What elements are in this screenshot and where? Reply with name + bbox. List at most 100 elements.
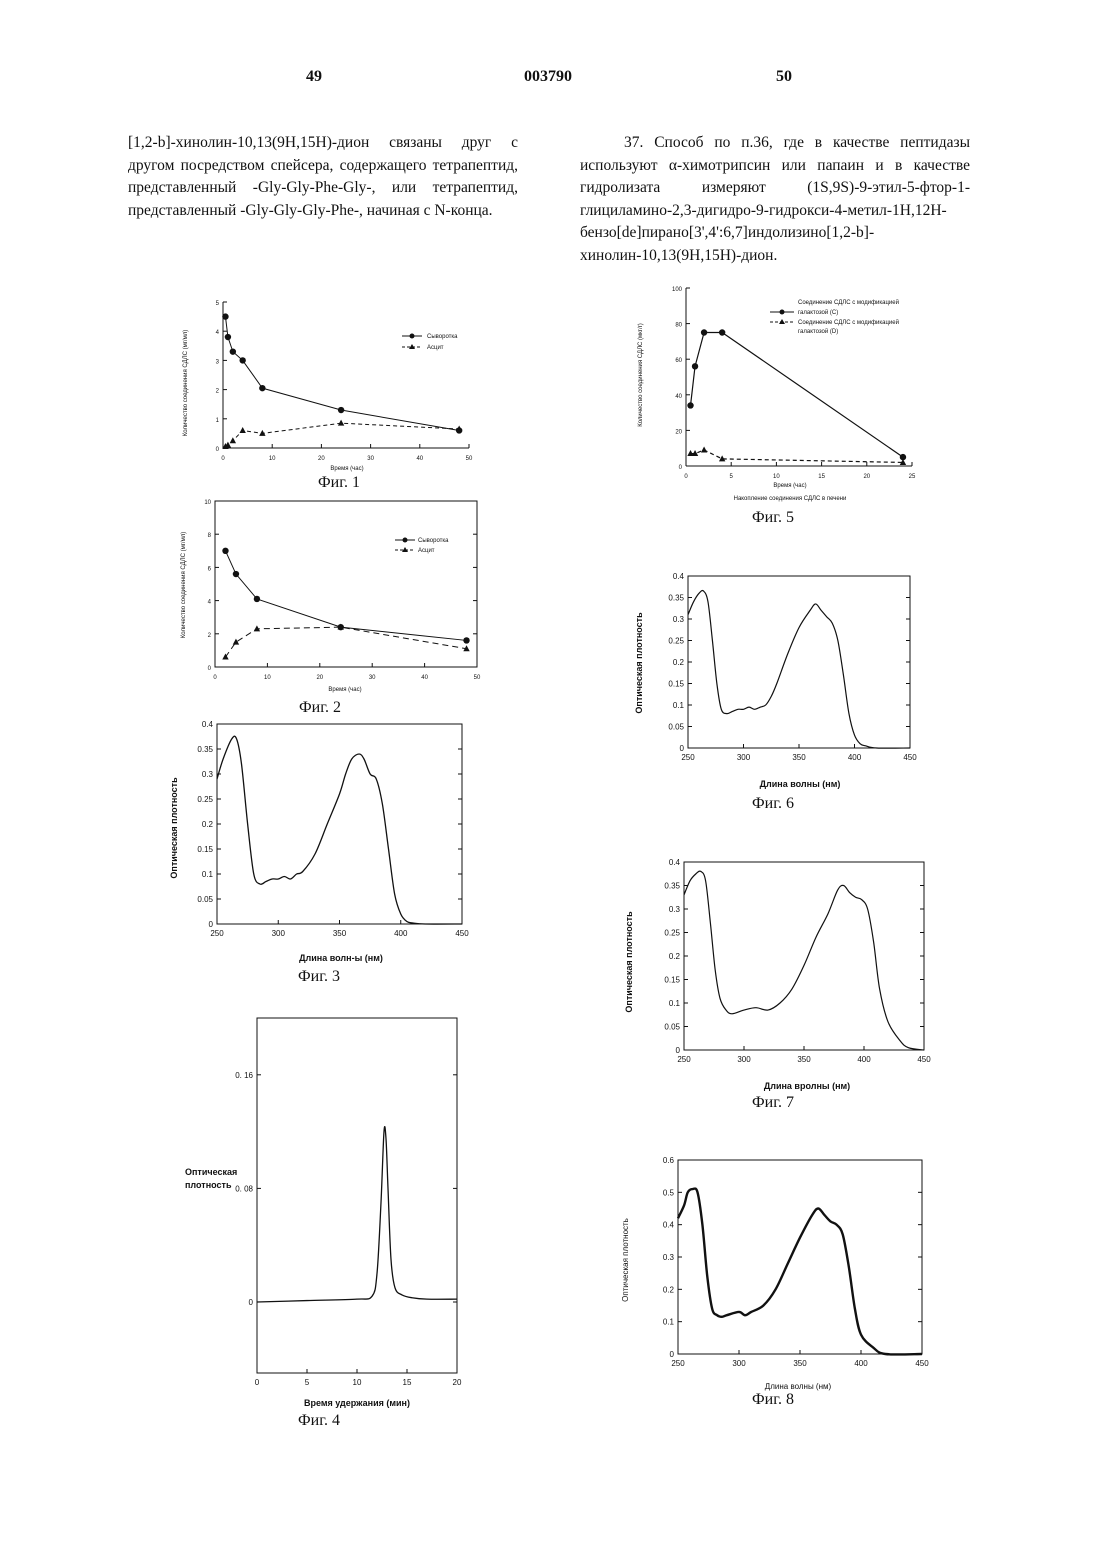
fig1-data-point xyxy=(239,357,245,363)
fig8-frame xyxy=(678,1160,922,1354)
fig3-y-tick-label: 0.15 xyxy=(197,845,213,854)
fig5-data-point xyxy=(701,446,707,452)
fig8-xlabel: Длина волны (нм) xyxy=(765,1382,832,1391)
fig5-xlabel: Время (час) xyxy=(773,483,806,489)
fig6-plot-area: 00.050.10.150.20.250.30.350.425030035040… xyxy=(668,572,917,762)
fig5-x-tick-label: 15 xyxy=(818,474,825,480)
fig2-data-point xyxy=(254,596,260,602)
fig5-legend-d-line2: галактозой (D) xyxy=(798,328,838,335)
fig6-x-tick-label: 250 xyxy=(681,753,695,762)
fig4-ylabel-1: Оптическая xyxy=(185,1167,237,1177)
fig5-legend: Соединение СДЛС с модификацией галактозо… xyxy=(770,299,899,335)
fig2-y-tick-label: 10 xyxy=(204,500,211,506)
fig2-chart: 024681001020304050 Количество соединения… xyxy=(175,495,495,700)
fig2-x-tick-label: 50 xyxy=(474,675,481,681)
fig4-x-tick-label: 15 xyxy=(403,1378,412,1387)
fig5-x-tick-label: 0 xyxy=(684,474,688,480)
fig1-x-tick-label: 0 xyxy=(221,456,225,462)
fig5-plot-area: 0204060801000510152025 xyxy=(672,287,916,480)
fig7-caption: Фиг. 7 xyxy=(752,1094,794,1112)
fig5-subtitle: Накопление соединения СДЛС в печени xyxy=(734,496,847,502)
fig5-data-point xyxy=(701,329,707,335)
fig3-plot-area: 00.050.10.150.20.250.30.350.425030035040… xyxy=(197,720,469,938)
fig8-plot-area: 00.10.20.30.40.50.6250300350400450 xyxy=(663,1156,929,1368)
fig8-x-tick-label: 450 xyxy=(915,1359,929,1368)
fig5-y-tick-label: 60 xyxy=(675,358,682,364)
fig2-y-tick-label: 8 xyxy=(208,533,212,539)
fig6-x-tick-label: 300 xyxy=(737,753,751,762)
fig8-y-tick-label: 0 xyxy=(670,1350,675,1359)
fig1-x-tick-label: 50 xyxy=(466,456,473,462)
fig8-x-tick-label: 300 xyxy=(732,1359,746,1368)
fig7-y-tick-label: 0.4 xyxy=(669,858,681,867)
fig4-xlabel: Время удержания (мин) xyxy=(304,1398,410,1408)
figure-8: 00.10.20.30.40.50.6250300350400450 Оптич… xyxy=(618,1150,938,1395)
fig6-y-tick-label: 0.3 xyxy=(673,615,685,624)
fig1-data-point xyxy=(239,427,245,433)
fig4-plot-area: 00. 080. 1605101520 xyxy=(235,1018,462,1387)
fig8-chart: 00.10.20.30.40.50.6250300350400450 Оптич… xyxy=(618,1150,938,1395)
fig2-legend-ascites: Асцит xyxy=(418,548,435,554)
fig2-x-tick-label: 20 xyxy=(316,675,323,681)
fig7-y-tick-label: 0.25 xyxy=(664,929,680,938)
fig6-series-1-line xyxy=(688,591,910,749)
fig5-data-point xyxy=(719,329,725,335)
fig1-y-tick-label: 2 xyxy=(216,389,220,395)
fig5-series-1-line xyxy=(691,333,903,458)
fig5-chart: 0204060801000510152025 Количество соедин… xyxy=(630,280,930,510)
fig7-series-1-line xyxy=(684,871,924,1050)
fig1-x-tick-label: 20 xyxy=(318,456,325,462)
fig3-ylabel: Оптическая плотность xyxy=(169,777,179,879)
fig5-y-tick-label: 0 xyxy=(679,465,683,471)
figure-1: 01234501020304050 Количество соединения … xyxy=(175,288,495,488)
fig4-x-tick-label: 10 xyxy=(353,1378,362,1387)
fig8-y-tick-label: 0.2 xyxy=(663,1285,675,1294)
fig3-y-tick-label: 0.05 xyxy=(197,895,213,904)
fig7-y-tick-label: 0.05 xyxy=(664,1023,680,1032)
fig1-data-point xyxy=(222,313,228,319)
fig4-frame xyxy=(257,1018,457,1373)
fig3-chart: 00.050.10.150.20.250.30.350.425030035040… xyxy=(165,718,485,973)
figure-2: 024681001020304050 Количество соединения… xyxy=(175,495,495,700)
fig6-y-tick-label: 0.25 xyxy=(668,637,684,646)
fig4-y-tick-label: 0. 08 xyxy=(235,1184,253,1193)
fig2-x-tick-label: 30 xyxy=(369,675,376,681)
fig8-x-tick-label: 350 xyxy=(793,1359,807,1368)
fig2-x-tick-label: 10 xyxy=(264,675,271,681)
fig8-caption: Фиг. 8 xyxy=(752,1391,794,1409)
fig7-y-tick-label: 0 xyxy=(676,1046,681,1055)
fig1-ylabel: Количество соединения СДЛС (мг/мл) xyxy=(183,330,189,436)
figure-3: 00.050.10.150.20.250.30.350.425030035040… xyxy=(165,718,485,973)
fig2-data-point xyxy=(463,637,469,643)
fig3-y-tick-label: 0.3 xyxy=(202,770,214,779)
fig3-y-tick-label: 0.35 xyxy=(197,745,213,754)
fig2-frame xyxy=(215,501,477,667)
fig1-chart: 01234501020304050 Количество соединения … xyxy=(175,288,495,488)
fig7-y-tick-label: 0.2 xyxy=(669,952,681,961)
claim-37-paragraph: 37. Способ по п.36, где в качестве пепти… xyxy=(580,132,970,267)
fig5-data-point xyxy=(692,363,698,369)
fig2-xlabel: Время (час) xyxy=(328,687,361,693)
fig3-caption: Фиг. 3 xyxy=(298,968,340,986)
fig6-x-tick-label: 350 xyxy=(792,753,806,762)
fig3-frame xyxy=(217,724,462,924)
fig3-series-1-line xyxy=(217,736,462,924)
fig5-x-tick-label: 20 xyxy=(863,474,870,480)
fig3-x-tick-label: 250 xyxy=(210,929,224,938)
fig6-y-tick-label: 0.1 xyxy=(673,701,685,710)
fig5-legend-c-line2: галактозой (С) xyxy=(798,309,838,316)
fig6-y-tick-label: 0.35 xyxy=(668,594,684,603)
fig2-ylabel: Количество соединения СДЛС (мг/мл) xyxy=(181,532,187,638)
fig5-x-tick-label: 25 xyxy=(909,474,916,480)
fig7-x-tick-label: 250 xyxy=(677,1055,691,1064)
fig8-y-tick-label: 0.4 xyxy=(663,1221,675,1230)
fig1-data-point xyxy=(225,334,231,340)
fig2-y-tick-label: 0 xyxy=(208,666,212,672)
fig1-y-tick-label: 3 xyxy=(216,359,220,365)
fig7-y-tick-label: 0.35 xyxy=(664,882,680,891)
fig4-ylabel-2: плотность xyxy=(185,1180,232,1190)
fig1-data-point xyxy=(338,420,344,426)
fig6-frame xyxy=(688,576,910,748)
fig4-x-tick-label: 5 xyxy=(305,1378,310,1387)
fig2-y-tick-label: 6 xyxy=(208,566,212,572)
